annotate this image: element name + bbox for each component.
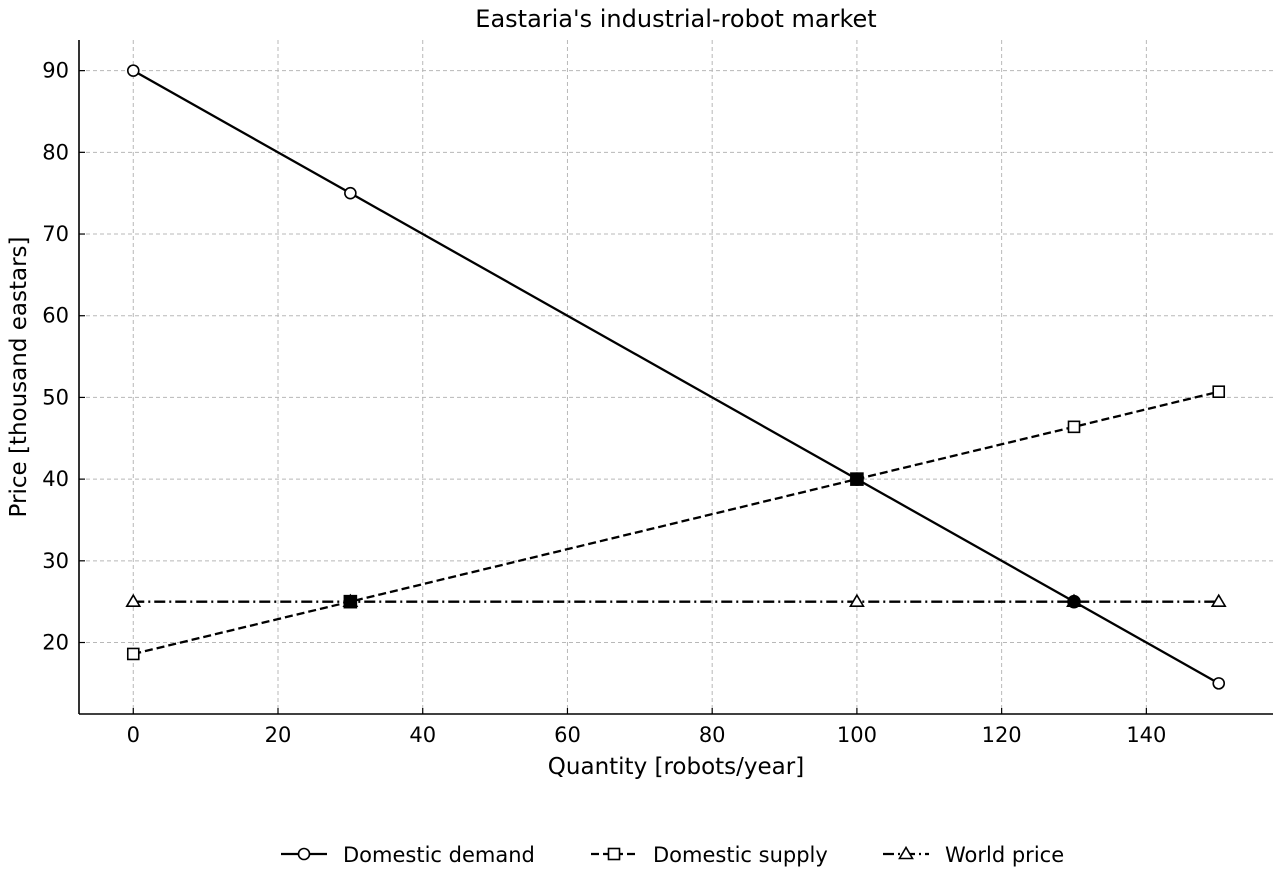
data-point — [849, 593, 865, 607]
x-tick-label: 80 — [699, 723, 726, 747]
legend: Domestic demand Domestic supply World pric… — [281, 843, 1064, 867]
data-point — [125, 593, 142, 607]
y-tick-label: 40 — [42, 467, 69, 491]
highlight-point — [850, 472, 864, 486]
y-tick-label: 60 — [42, 304, 69, 328]
legend-marker — [898, 845, 914, 860]
highlight-point — [1067, 594, 1081, 609]
x-tick-label: 60 — [554, 723, 581, 747]
chart-title: Eastaria's industrial-robot market — [475, 5, 876, 33]
data-point — [1210, 593, 1227, 607]
data-point — [1212, 385, 1226, 399]
y-tick-label: 90 — [42, 59, 69, 83]
legend-item-domestic-supply: Domestic supply — [591, 843, 828, 867]
y-tick-label: 30 — [42, 549, 69, 573]
series-line — [132, 69, 1220, 685]
x-tick-label: 140 — [1126, 723, 1166, 747]
y-tick-label: 70 — [42, 222, 69, 246]
series-domestic-supply — [126, 385, 1226, 661]
grid — [79, 40, 1273, 714]
data-point — [126, 647, 140, 661]
series-layer — [125, 64, 1227, 690]
series-domestic-demand — [126, 64, 1226, 690]
series-line — [133, 390, 1219, 656]
data-point — [344, 186, 357, 200]
x-tick-label: 20 — [265, 723, 292, 747]
legend-item-world-price: World price — [883, 843, 1064, 867]
legend-marker — [297, 847, 311, 861]
legend-label: World price — [945, 843, 1064, 867]
y-tick-label: 80 — [42, 140, 69, 164]
x-tick-label: 40 — [409, 723, 436, 747]
series-world-price — [125, 593, 1227, 607]
legend-marker — [607, 847, 621, 861]
y-tick-label: 20 — [42, 631, 69, 655]
legend-label: Domestic demand — [343, 843, 535, 867]
legend-item-domestic-demand: Domestic demand — [281, 843, 535, 867]
data-point — [126, 64, 140, 77]
data-point — [1212, 677, 1226, 690]
x-axis-label: Quantity [robots/year] — [548, 754, 804, 780]
y-axis-label: Price [thousand eastars] — [6, 237, 32, 518]
data-point — [1067, 420, 1081, 434]
axes: 0 20 40 60 80 100 120 140 20 30 40 50 60 70 80 90 — [42, 40, 1273, 747]
x-tick-label: 120 — [982, 723, 1022, 747]
x-tick-label: 100 — [837, 723, 877, 747]
highlight-point — [343, 594, 358, 609]
highlight-layer — [343, 472, 1081, 609]
x-tick-label: 0 — [127, 723, 140, 747]
legend-label: Domestic supply — [653, 843, 828, 867]
y-tick-label: 50 — [42, 385, 69, 409]
